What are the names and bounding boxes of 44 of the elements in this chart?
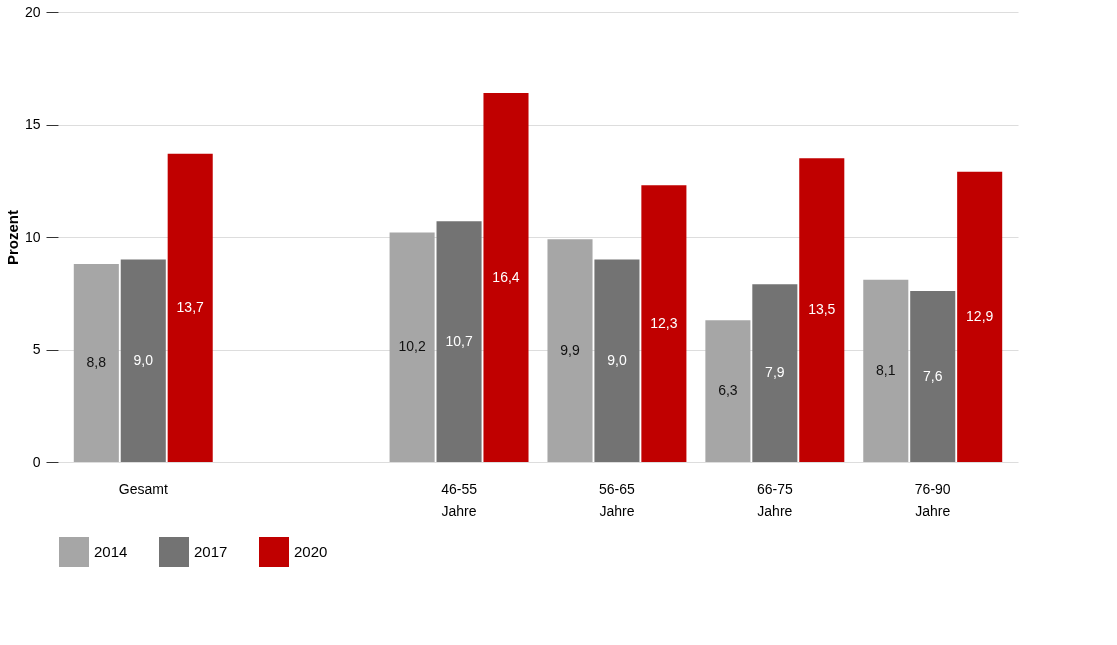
data-label: 12,3 [650,314,678,331]
bar [957,171,1003,462]
x-tick-label: 56-65 Jahre [599,480,636,519]
x-tick-label: 46-55 Jahre [441,480,478,519]
data-label: 9,9 [560,341,580,358]
y-tick-label: 15 [24,116,41,132]
y-tick-label: 10 [24,228,41,245]
data-label: 13,5 [808,301,836,318]
bar [641,185,687,462]
x-tick-label: 76-90 Jahre [914,480,951,519]
bar [73,264,119,462]
bar [863,279,909,462]
bar [705,320,751,462]
y-tick-label: 20 [24,3,41,20]
data-label: 7,9 [765,364,785,381]
legend-label: 2014 [94,543,128,560]
bar [120,259,166,462]
data-label: 6,3 [718,382,738,399]
y-axis-title: Prozent [3,209,21,266]
data-label: 9,0 [133,351,154,368]
data-label: 9,0 [607,351,627,368]
data-label: 8,1 [876,361,896,378]
legend-label: 2020 [294,543,328,560]
bar [547,239,593,462]
data-label: 10,2 [398,338,426,355]
bar [483,93,529,462]
bar [910,291,956,462]
data-label: 8,8 [86,354,107,370]
data-label: 10,7 [445,332,473,349]
y-tick-label: 0 [32,453,41,470]
bar [752,284,798,462]
y-tick-label: 5 [32,341,41,357]
bar [167,153,213,462]
bar [389,232,435,462]
bar [594,259,640,462]
data-label: 16,4 [492,268,520,285]
data-label: 7,6 [923,367,943,384]
x-tick-label: Gesamt [118,480,168,497]
legend-label: 2017 [194,543,228,560]
data-label: 12,9 [966,307,994,324]
data-label: 13,7 [176,298,205,315]
bar [436,221,482,462]
x-tick-label: 66-75 Jahre [756,480,793,519]
bar [799,158,845,462]
